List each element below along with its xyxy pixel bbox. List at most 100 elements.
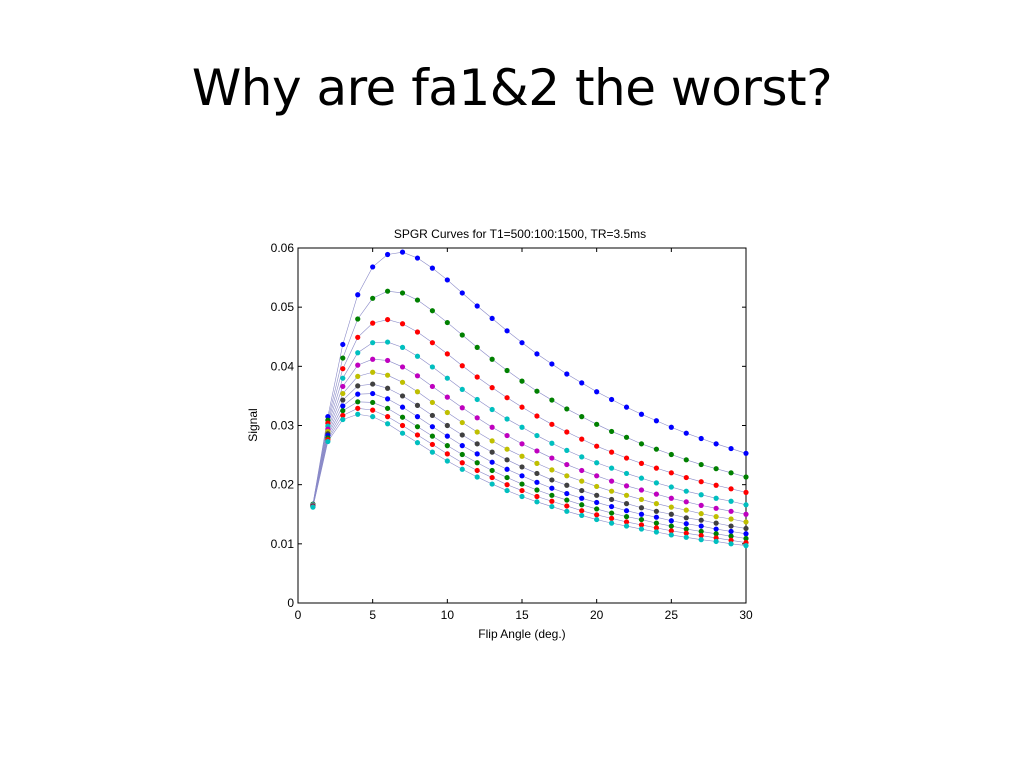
data-point-series-8 bbox=[698, 523, 704, 529]
data-point-series-10 bbox=[668, 528, 674, 534]
data-point-series-5 bbox=[504, 432, 510, 439]
slide-title: Why are fa1&2 the worst? bbox=[191, 59, 833, 117]
data-point-series-1 bbox=[728, 445, 734, 452]
data-point-series-9 bbox=[519, 481, 525, 487]
data-point-series-3 bbox=[459, 363, 465, 369]
data-point-series-8 bbox=[429, 424, 435, 430]
data-point-series-3 bbox=[340, 366, 346, 372]
x-tick-label: 20 bbox=[590, 608, 604, 622]
data-point-series-11 bbox=[743, 543, 749, 549]
data-point-series-5 bbox=[564, 461, 570, 468]
y-tick-label: 0.01 bbox=[271, 537, 295, 551]
data-point-series-9 bbox=[549, 492, 555, 498]
data-point-series-2 bbox=[385, 288, 391, 294]
data-point-series-11 bbox=[340, 416, 346, 423]
data-point-series-1 bbox=[653, 418, 660, 424]
data-point-series-7 bbox=[340, 397, 346, 403]
data-point-series-11 bbox=[310, 504, 316, 510]
data-point-series-9 bbox=[698, 528, 704, 535]
data-point-series-10 bbox=[355, 405, 361, 411]
data-point-series-1 bbox=[564, 371, 570, 377]
data-point-series-8 bbox=[444, 433, 450, 439]
data-point-series-7 bbox=[638, 505, 645, 511]
data-point-series-8 bbox=[653, 514, 660, 520]
data-point-series-10 bbox=[340, 412, 346, 419]
data-point-series-9 bbox=[713, 531, 719, 537]
data-point-series-6 bbox=[638, 496, 645, 503]
data-point-series-4 bbox=[549, 440, 555, 446]
data-point-series-7 bbox=[594, 492, 600, 498]
data-point-series-9 bbox=[638, 516, 645, 523]
data-point-series-10 bbox=[609, 515, 615, 521]
data-point-series-10 bbox=[504, 482, 510, 488]
data-point-series-11 bbox=[594, 516, 600, 523]
data-point-series-5 bbox=[355, 362, 361, 368]
data-point-series-5 bbox=[698, 502, 704, 508]
data-point-series-9 bbox=[534, 487, 540, 493]
data-point-series-7 bbox=[414, 402, 421, 408]
data-point-series-10 bbox=[385, 414, 391, 420]
data-point-series-4 bbox=[728, 498, 734, 504]
chart-title: SPGR Curves for T1=500:100:1500, TR=3.5m… bbox=[394, 227, 646, 241]
data-point-series-5 bbox=[385, 357, 391, 364]
data-point-series-1 bbox=[594, 389, 600, 395]
series-line-2 bbox=[312, 290, 747, 505]
data-point-series-2 bbox=[698, 461, 704, 468]
data-point-series-11 bbox=[489, 481, 495, 487]
data-point-series-6 bbox=[579, 478, 585, 484]
data-point-series-7 bbox=[683, 515, 689, 521]
data-point-series-2 bbox=[594, 421, 600, 427]
data-point-series-8 bbox=[385, 396, 391, 402]
data-point-series-6 bbox=[623, 492, 630, 498]
data-point-series-11 bbox=[444, 458, 450, 464]
data-point-series-3 bbox=[653, 465, 660, 471]
data-point-series-8 bbox=[459, 443, 465, 449]
data-point-series-5 bbox=[414, 373, 421, 379]
data-point-series-7 bbox=[609, 496, 615, 503]
data-point-series-4 bbox=[698, 492, 704, 498]
data-point-series-1 bbox=[534, 351, 540, 357]
data-point-series-1 bbox=[370, 264, 376, 270]
data-point-series-9 bbox=[444, 443, 450, 449]
data-point-series-2 bbox=[370, 295, 376, 301]
data-point-series-1 bbox=[609, 396, 615, 403]
data-point-series-3 bbox=[579, 436, 585, 442]
x-tick-label: 10 bbox=[441, 608, 455, 622]
data-point-series-7 bbox=[564, 482, 570, 488]
data-point-series-5 bbox=[459, 405, 465, 411]
data-point-series-9 bbox=[340, 408, 346, 414]
data-point-series-9 bbox=[489, 467, 495, 474]
data-point-series-1 bbox=[444, 277, 450, 283]
data-point-series-7 bbox=[668, 511, 674, 517]
data-point-series-6 bbox=[385, 372, 391, 378]
data-point-series-1 bbox=[429, 265, 435, 271]
data-point-series-5 bbox=[534, 448, 540, 454]
data-point-series-10 bbox=[429, 441, 435, 448]
data-point-series-3 bbox=[564, 429, 570, 435]
data-point-series-2 bbox=[399, 290, 406, 296]
data-point-series-6 bbox=[609, 488, 615, 494]
data-point-series-5 bbox=[444, 394, 450, 400]
data-point-series-3 bbox=[713, 482, 719, 488]
data-point-series-9 bbox=[564, 497, 570, 503]
data-point-series-1 bbox=[519, 340, 525, 346]
data-point-series-6 bbox=[414, 389, 421, 395]
data-point-series-4 bbox=[534, 432, 540, 439]
data-point-series-3 bbox=[355, 334, 361, 340]
data-point-series-5 bbox=[579, 467, 585, 474]
data-point-series-2 bbox=[459, 332, 465, 338]
data-point-series-6 bbox=[340, 390, 346, 397]
data-point-series-11 bbox=[519, 493, 525, 500]
data-point-series-11 bbox=[579, 512, 585, 519]
data-point-series-1 bbox=[399, 249, 406, 255]
data-point-series-10 bbox=[489, 474, 495, 481]
data-point-series-2 bbox=[653, 446, 660, 452]
data-point-series-10 bbox=[519, 487, 525, 494]
data-point-series-6 bbox=[399, 379, 406, 385]
data-point-series-7 bbox=[444, 422, 450, 429]
data-point-series-9 bbox=[594, 506, 600, 512]
data-point-series-8 bbox=[355, 391, 361, 397]
data-point-series-11 bbox=[623, 523, 630, 529]
data-point-series-9 bbox=[743, 535, 749, 542]
data-point-series-1 bbox=[683, 430, 689, 436]
